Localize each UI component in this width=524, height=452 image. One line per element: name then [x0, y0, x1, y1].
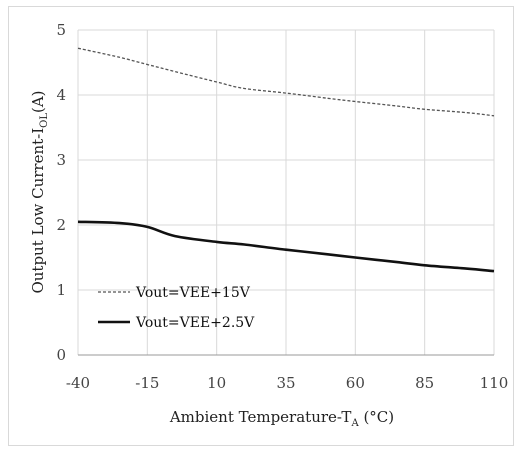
x-tick-label: 35 [276, 374, 295, 392]
series-line-1 [77, 47, 495, 117]
chart-frame [8, 6, 514, 446]
grid [77, 29, 495, 355]
y-axis-title-sub: OL [39, 113, 50, 128]
x-axis-title-tail: (°C) [359, 408, 394, 426]
y-tick-label: 3 [56, 151, 66, 169]
y-tick-labels: 0 1 2 3 4 5 [56, 21, 66, 364]
x-tick-label: 60 [346, 374, 365, 392]
y-axis-title-main: Output Low Current-I [29, 128, 47, 294]
y-tick-label: 2 [56, 216, 66, 234]
y-tick-label: 5 [56, 21, 66, 39]
x-tick-labels: -40 -15 10 35 60 85 110 [66, 374, 508, 392]
x-axis-title-sub: A [350, 418, 359, 429]
y-tick-label: 0 [56, 346, 66, 364]
x-axis-title-main: Ambient Temperature-T [169, 408, 352, 426]
series-lines [77, 47, 495, 273]
y-axis-title: Output Low Current-IOL(A) [29, 90, 50, 293]
x-tick-label: -40 [66, 374, 90, 392]
y-tick-label: 1 [56, 281, 66, 299]
x-tick-label: 10 [207, 374, 226, 392]
x-axis-title: Ambient Temperature-TA (°C) [169, 408, 394, 429]
y-tick-label: 4 [56, 86, 66, 104]
x-tick-label: -15 [135, 374, 159, 392]
x-tick-label: 85 [415, 374, 434, 392]
legend: Vout=VEE+15V Vout=VEE+2.5V [98, 285, 255, 331]
legend-label-2: Vout=VEE+2.5V [135, 315, 255, 331]
y-axis-title-tail: (A) [29, 90, 47, 113]
x-tick-label: 110 [480, 374, 509, 392]
legend-label-1: Vout=VEE+15V [135, 285, 251, 301]
series-line-2 [77, 220, 495, 273]
